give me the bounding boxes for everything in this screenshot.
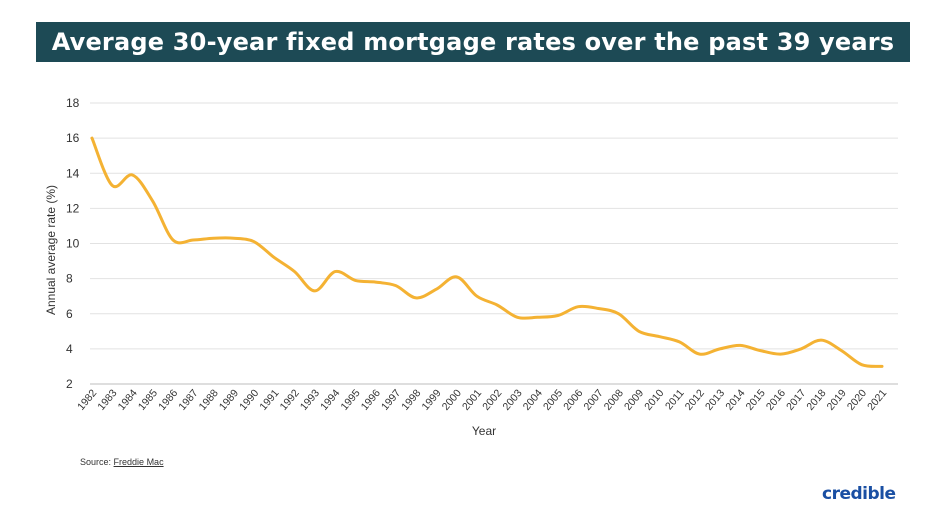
y-tick-label: 8	[66, 272, 73, 286]
x-tick-label: 1990	[237, 387, 261, 413]
x-tick-label: 2005	[541, 387, 565, 413]
title-banner: Average 30-year fixed mortgage rates ove…	[36, 22, 910, 62]
x-tick-label: 2008	[602, 387, 626, 413]
x-tick-label: 2020	[845, 387, 869, 413]
x-tick-label: 2006	[561, 387, 585, 413]
x-tick-label: 2000	[440, 387, 464, 413]
x-tick-label: 2012	[683, 387, 707, 413]
x-tick-label: 2007	[582, 387, 606, 413]
x-tick-label: 2021	[865, 387, 889, 413]
x-tick-label: 2009	[622, 387, 646, 413]
x-tick-label: 1987	[176, 387, 200, 413]
x-tick-label: 2018	[804, 387, 828, 413]
x-tick-label: 2011	[663, 387, 687, 412]
x-tick-label: 1985	[136, 387, 160, 413]
x-tick-label: 1992	[278, 387, 302, 413]
x-tick-label: 1984	[116, 387, 140, 413]
y-tick-label: 14	[66, 166, 80, 180]
brand-logo: credible	[822, 484, 896, 504]
y-tick-label: 18	[66, 96, 80, 110]
x-tick-label: 2015	[744, 387, 768, 413]
x-tick-label: 1989	[217, 387, 241, 413]
source-label: Source:	[80, 457, 112, 467]
series-line	[90, 136, 884, 368]
x-tick-label: 2003	[500, 387, 524, 413]
x-tick-label: 1986	[156, 387, 180, 413]
x-tick-label: 1991	[257, 387, 281, 413]
chart-title: Average 30-year fixed mortgage rates ove…	[51, 28, 895, 56]
x-tick-label: 2014	[723, 387, 747, 413]
y-tick-label: 12	[66, 201, 80, 215]
x-tick-labels: 1982198319841985198619871988198919901991…	[75, 387, 889, 413]
x-tick-label: 2019	[825, 387, 849, 413]
x-tick-label: 1996	[359, 387, 383, 413]
y-tick-label: 6	[66, 307, 73, 321]
x-tick-label: 1999	[419, 387, 443, 413]
x-tick-label: 2013	[703, 387, 727, 413]
x-tick-label: 1994	[318, 387, 342, 413]
x-tick-label: 2004	[521, 387, 545, 413]
y-tick-labels: 2 4 6 8 10 12 14 16 18	[66, 96, 80, 391]
source-link[interactable]: Freddie Mac	[113, 457, 164, 467]
x-tick-label: 1982	[75, 387, 99, 413]
x-tick-label: 1988	[197, 387, 221, 413]
x-tick-label: 1983	[95, 387, 119, 413]
x-tick-label: 1993	[298, 387, 322, 413]
y-tick-label: 2	[66, 377, 73, 391]
x-tick-label: 2001	[460, 387, 484, 413]
x-tick-label: 2002	[480, 387, 504, 413]
x-tick-label: 1998	[399, 387, 423, 413]
y-tick-label: 16	[66, 131, 80, 145]
x-tick-label: 2016	[764, 387, 788, 413]
y-axis-label: Annual average rate (%)	[44, 185, 58, 315]
x-tick-label: 2010	[642, 387, 666, 413]
x-tick-label: 2017	[784, 387, 808, 413]
source-note: Source: Freddie Mac	[80, 457, 164, 467]
x-axis-label: Year	[472, 424, 496, 438]
x-tick-label: 1997	[379, 387, 403, 413]
x-tick-label: 1995	[338, 387, 362, 413]
y-tick-label: 10	[66, 237, 80, 251]
y-tick-label: 4	[66, 342, 73, 356]
grid-lines	[90, 102, 898, 385]
